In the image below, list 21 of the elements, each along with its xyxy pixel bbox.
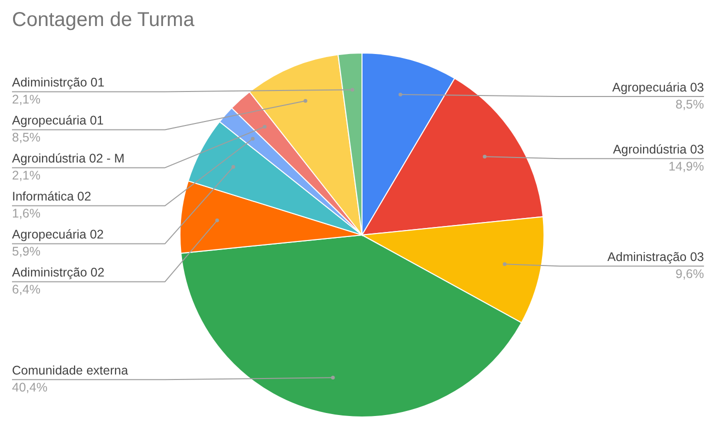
data-label: 5,9% bbox=[12, 244, 40, 259]
slice-label: Adiministrção 02 bbox=[12, 266, 104, 280]
data-label: 8,5% bbox=[676, 98, 704, 112]
data-label: 6,4% bbox=[12, 282, 40, 297]
slice-label: Administração 03 bbox=[607, 250, 704, 264]
slice-label: Agroindústria 03 bbox=[612, 142, 704, 157]
slice-label: Informática 02 bbox=[12, 190, 92, 204]
slice-label: Agropecuária 03 bbox=[612, 80, 704, 95]
slice-label: Agropecuária 02 bbox=[12, 228, 104, 242]
slice-label: Comunidade externa bbox=[12, 364, 128, 378]
slice-label: Agroindústria 02 - M bbox=[12, 152, 125, 166]
data-label: 2,1% bbox=[12, 92, 40, 107]
data-label: 2,1% bbox=[12, 168, 40, 183]
chart-title: Contagem de Turma bbox=[12, 9, 196, 31]
data-label: 8,5% bbox=[12, 130, 40, 145]
data-label: 1,6% bbox=[12, 206, 40, 221]
data-label: 40,4% bbox=[12, 380, 48, 395]
slice-label: Agropecuária 01 bbox=[12, 114, 104, 128]
data-label: 14,9% bbox=[668, 160, 704, 174]
data-label: 9,6% bbox=[676, 267, 704, 282]
slice-label: Adiministrção 01 bbox=[12, 76, 104, 90]
